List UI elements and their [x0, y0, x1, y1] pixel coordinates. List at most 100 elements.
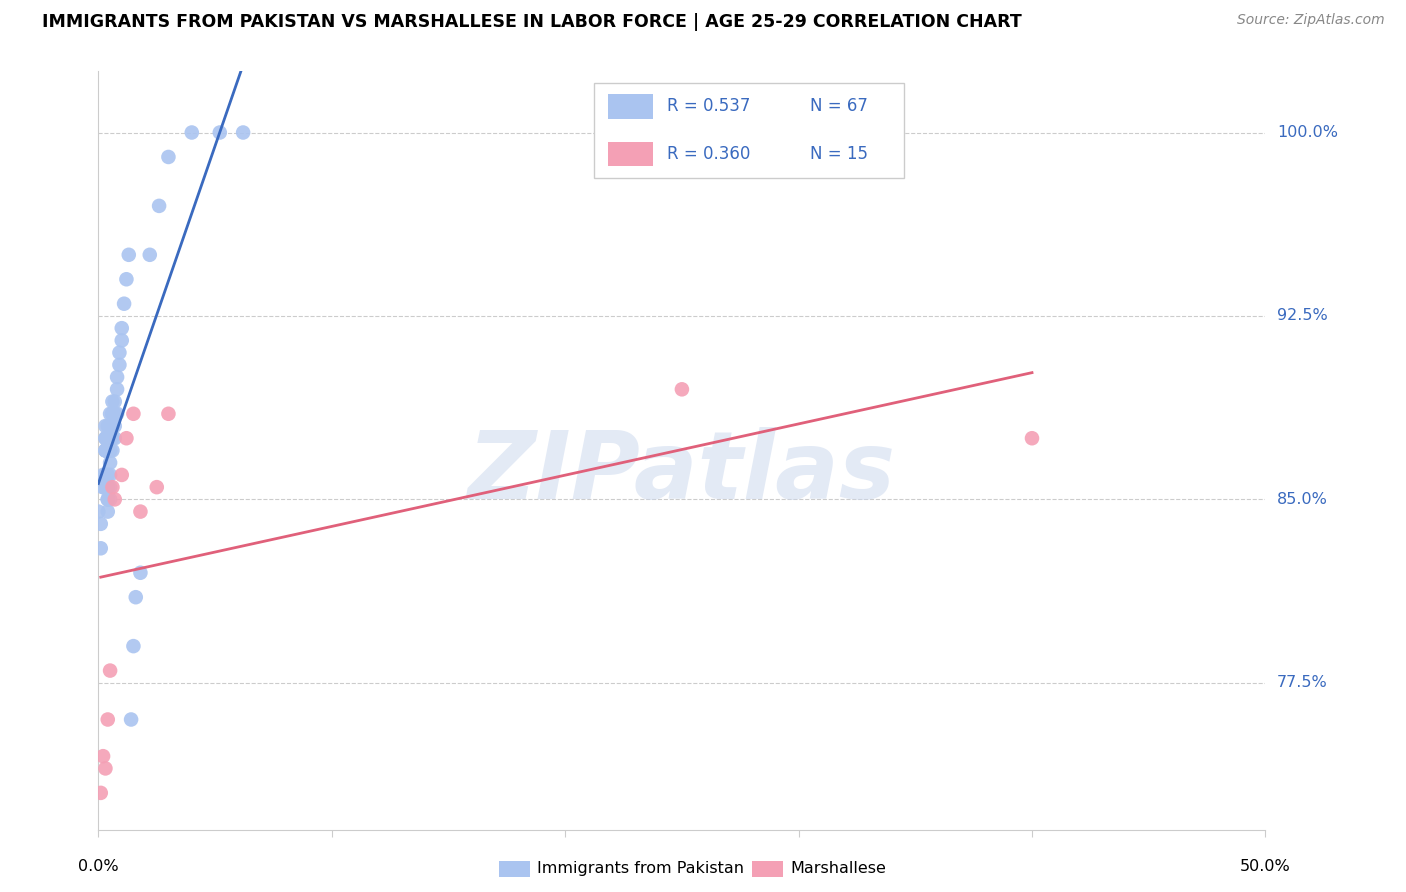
Point: [97, 467, 120, 482]
Text: 77.5%: 77.5%: [1277, 675, 1327, 690]
Point: [97, 505, 120, 519]
FancyBboxPatch shape: [609, 142, 652, 166]
Point: [122, 639, 145, 653]
Text: N = 15: N = 15: [810, 145, 869, 163]
Point: [98, 480, 121, 494]
Point: [129, 566, 152, 580]
Point: [98, 664, 121, 678]
Point: [148, 199, 170, 213]
Point: [98, 431, 121, 445]
Point: [94, 443, 117, 458]
Point: [91, 467, 114, 482]
Point: [104, 419, 127, 434]
Point: [97, 492, 120, 507]
Point: [157, 150, 180, 164]
Point: [671, 382, 693, 396]
Point: [98, 492, 121, 507]
Point: [101, 419, 124, 434]
Point: [97, 480, 120, 494]
Text: 100.0%: 100.0%: [1277, 125, 1339, 140]
Point: [97, 443, 120, 458]
Text: Source: ZipAtlas.com: Source: ZipAtlas.com: [1237, 13, 1385, 28]
Point: [101, 443, 124, 458]
Point: [180, 126, 202, 140]
Point: [98, 407, 121, 421]
Point: [94, 443, 117, 458]
Point: [104, 394, 127, 409]
Text: 92.5%: 92.5%: [1277, 309, 1327, 324]
FancyBboxPatch shape: [595, 83, 904, 178]
Point: [146, 480, 169, 494]
Point: [108, 345, 131, 359]
Point: [97, 431, 120, 445]
Point: [101, 407, 124, 421]
Point: [108, 358, 131, 372]
Point: [104, 492, 127, 507]
Point: [91, 480, 114, 494]
Point: [101, 431, 124, 445]
Point: [118, 248, 141, 262]
Text: R = 0.537: R = 0.537: [666, 97, 751, 115]
Text: ZIPatlas: ZIPatlas: [468, 427, 896, 519]
Point: [115, 272, 138, 286]
Point: [115, 431, 138, 445]
Point: [90, 541, 112, 556]
Point: [208, 126, 231, 140]
Point: [122, 407, 145, 421]
Text: 50.0%: 50.0%: [1240, 859, 1291, 874]
Point: [111, 467, 134, 482]
Point: [105, 407, 128, 421]
Point: [120, 713, 142, 727]
Point: [1021, 431, 1043, 445]
Point: [104, 407, 127, 421]
Point: [125, 591, 148, 605]
Point: [98, 456, 121, 470]
Point: [101, 394, 124, 409]
Point: [111, 334, 134, 348]
Text: R = 0.360: R = 0.360: [666, 145, 751, 163]
Point: [97, 443, 120, 458]
Point: [104, 431, 127, 445]
Point: [94, 480, 117, 494]
Text: 0.0%: 0.0%: [79, 859, 118, 874]
Point: [129, 505, 152, 519]
Point: [98, 443, 121, 458]
Point: [90, 516, 112, 531]
Point: [98, 443, 121, 458]
Point: [98, 467, 121, 482]
Point: [90, 786, 112, 800]
Point: [97, 431, 120, 445]
Point: [98, 419, 121, 434]
Text: Immigrants from Pakistan: Immigrants from Pakistan: [537, 862, 744, 876]
Point: [97, 419, 120, 434]
Point: [111, 321, 134, 335]
Point: [112, 296, 135, 310]
Point: [94, 443, 117, 458]
Text: Marshallese: Marshallese: [790, 862, 886, 876]
Point: [94, 431, 117, 445]
Point: [101, 480, 124, 494]
Point: [91, 480, 114, 494]
Point: [98, 419, 121, 434]
Point: [94, 467, 117, 482]
Point: [97, 492, 120, 507]
Point: [157, 407, 180, 421]
Point: [97, 713, 120, 727]
Point: [105, 382, 128, 396]
Point: [101, 407, 124, 421]
Point: [91, 749, 114, 764]
Point: [98, 431, 121, 445]
Text: 85.0%: 85.0%: [1277, 491, 1327, 507]
Point: [232, 126, 254, 140]
Point: [94, 431, 117, 445]
Point: [105, 370, 128, 384]
Point: [97, 480, 120, 494]
Point: [101, 419, 124, 434]
Point: [94, 761, 117, 775]
Text: IMMIGRANTS FROM PAKISTAN VS MARSHALLESE IN LABOR FORCE | AGE 25-29 CORRELATION C: IMMIGRANTS FROM PAKISTAN VS MARSHALLESE …: [42, 13, 1022, 31]
Text: N = 67: N = 67: [810, 97, 868, 115]
Point: [94, 419, 117, 434]
Point: [139, 248, 162, 262]
Point: [87, 505, 110, 519]
FancyBboxPatch shape: [609, 95, 652, 119]
